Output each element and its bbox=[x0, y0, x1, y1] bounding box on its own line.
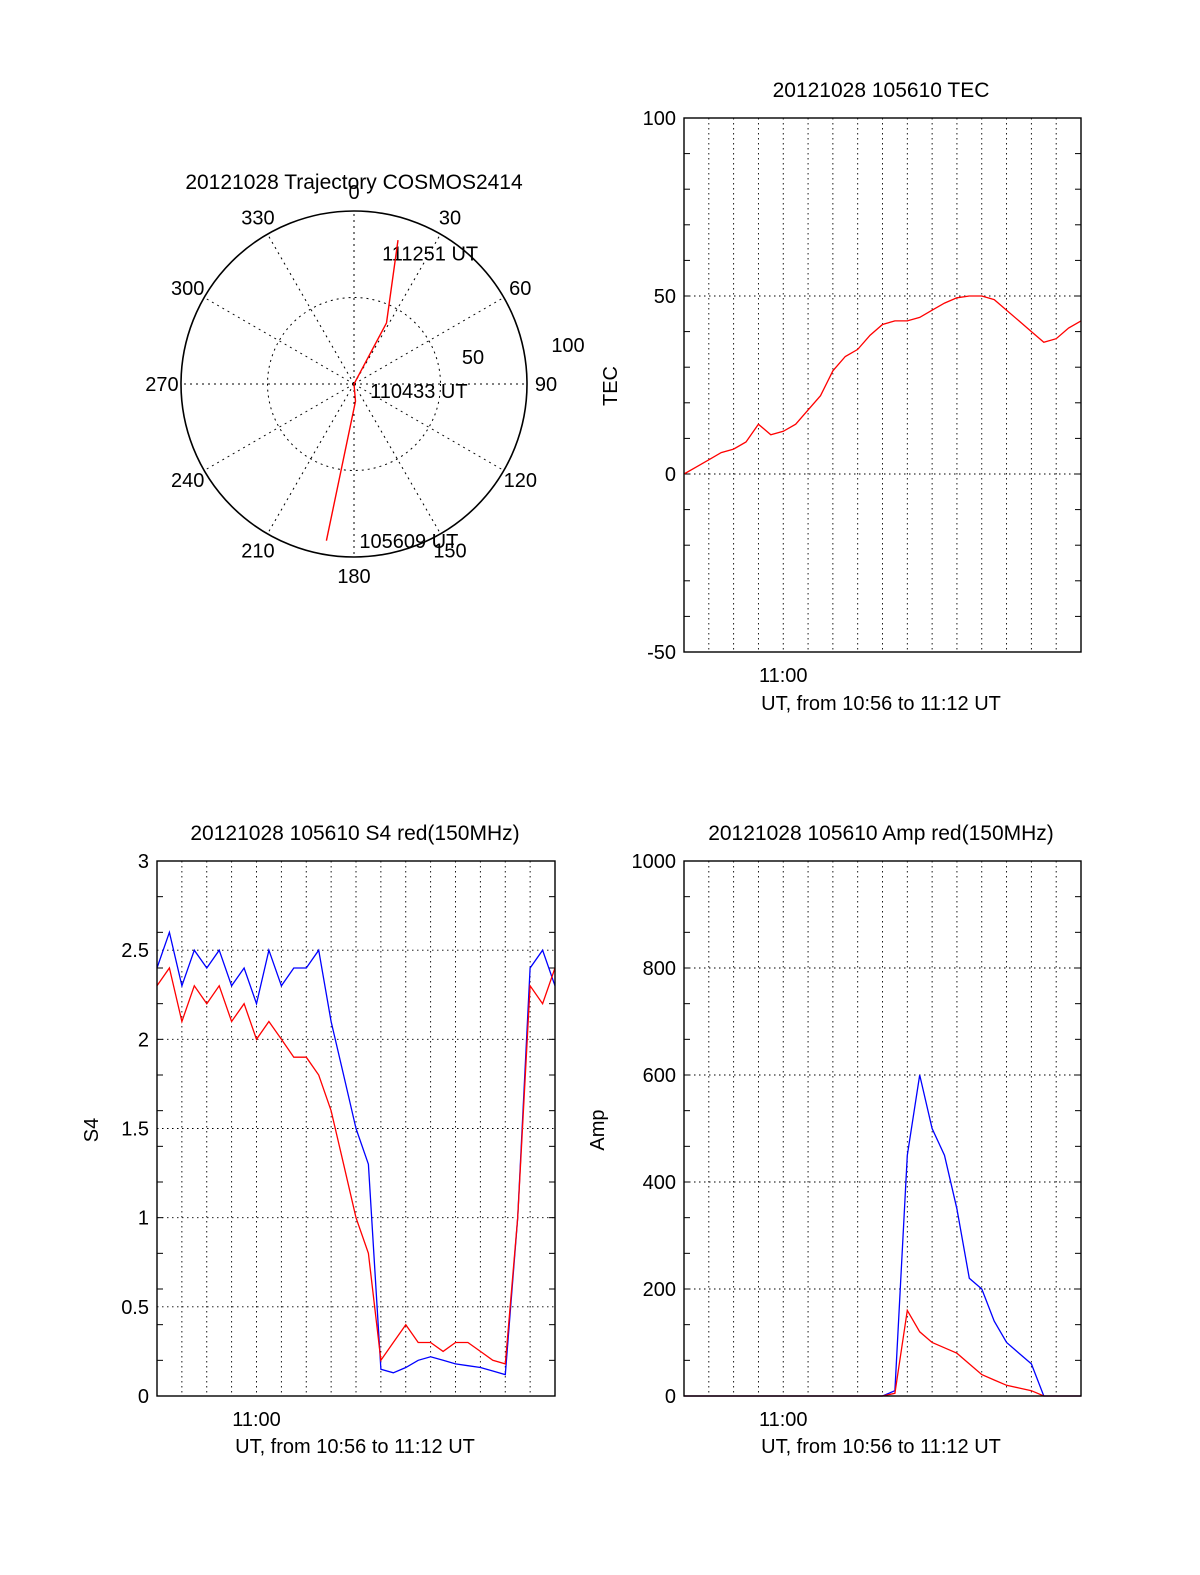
y-tick-label: -50 bbox=[647, 642, 676, 664]
tec-chart: 20121028 105610 TEC TEC UT, from 10:56 t… bbox=[600, 79, 1082, 715]
plot-frame bbox=[683, 117, 1082, 653]
polar-azimuth-label: 150 bbox=[433, 540, 466, 562]
polar-azimuth-label: 240 bbox=[171, 470, 204, 492]
polar-azimuth-label: 270 bbox=[145, 374, 178, 396]
y-tick-label: 0 bbox=[665, 464, 676, 486]
y-tick-label: 400 bbox=[643, 1172, 676, 1194]
polar-spoke bbox=[203, 297, 355, 385]
polar-spoke bbox=[353, 297, 505, 385]
polar-azimuth-label: 60 bbox=[509, 278, 531, 300]
y-tick-label: 800 bbox=[643, 958, 676, 980]
polar-time-annotation: 110433 UT bbox=[370, 381, 467, 403]
series-line bbox=[684, 1074, 1081, 1397]
polar-labels: 0 30 60 90 120 150 180 210 240 270 300 330 50 100 1112… bbox=[145, 182, 584, 588]
y-tick-label: 600 bbox=[643, 1065, 676, 1087]
polar-radial-label: 50 bbox=[462, 347, 484, 369]
polar-trajectory-line bbox=[325, 240, 399, 541]
tec-ylabel: TEC bbox=[600, 366, 622, 406]
y-tick-label: 3 bbox=[138, 851, 149, 873]
y-tick-label: 100 bbox=[643, 108, 676, 130]
plot-frame bbox=[683, 860, 1082, 1397]
y-tick-label: 1000 bbox=[632, 851, 677, 873]
series-line bbox=[684, 1308, 1081, 1397]
plot-frame bbox=[156, 860, 556, 1397]
y-tick-label: 2 bbox=[138, 1029, 149, 1051]
polar-inner-circle bbox=[267, 297, 441, 471]
y-tick-label: 1.5 bbox=[121, 1119, 149, 1141]
polar-radial-label: 100 bbox=[551, 335, 584, 357]
polar-spoke bbox=[203, 383, 355, 471]
s4-chart: 20121028 105610 S4 red(150MHz) S4 UT, fr… bbox=[81, 822, 556, 1458]
y-tick-label: 50 bbox=[654, 286, 676, 308]
amp-title: 20121028 105610 Amp red(150MHz) bbox=[708, 822, 1054, 845]
polar-trajectory-chart: 20121028 Trajectory COSMOS2414 0 30 60 90 12… bbox=[145, 171, 584, 588]
y-tick-label: 0.5 bbox=[121, 1297, 149, 1319]
polar-azimuth-label: 210 bbox=[241, 540, 274, 562]
polar-azimuth-label: 120 bbox=[504, 470, 537, 492]
polar-spoke bbox=[353, 383, 441, 535]
polar-time-annotation: 105609 UT bbox=[359, 531, 458, 553]
amp-chart: 20121028 105610 Amp red(150MHz) Amp UT, … bbox=[587, 822, 1082, 1458]
polar-spoke bbox=[353, 233, 441, 385]
polar-outer-circle bbox=[180, 210, 528, 558]
series-line bbox=[156, 929, 556, 1376]
y-tick-label: 2.5 bbox=[121, 940, 149, 962]
polar-spoke bbox=[353, 383, 505, 471]
amp-xlabel: UT, from 10:56 to 11:12 UT bbox=[761, 1436, 1001, 1458]
tec-xlabel: UT, from 10:56 to 11:12 UT bbox=[761, 693, 1001, 715]
polar-title: 20121028 Trajectory COSMOS2414 bbox=[185, 171, 523, 194]
s4-title: 20121028 105610 S4 red(150MHz) bbox=[190, 822, 519, 845]
y-tick-label: 200 bbox=[643, 1279, 676, 1301]
polar-spoke bbox=[267, 383, 355, 535]
x-tick-label: 11:00 bbox=[759, 665, 808, 687]
polar-time-annotation: 111251 UT bbox=[382, 243, 478, 265]
polar-azimuth-label: 300 bbox=[171, 278, 204, 300]
y-tick-label: 0 bbox=[665, 1386, 676, 1408]
s4-xlabel: UT, from 10:56 to 11:12 UT bbox=[235, 1436, 475, 1458]
polar-grid bbox=[180, 210, 528, 558]
y-tick-label: 0 bbox=[138, 1386, 149, 1408]
polar-series bbox=[325, 240, 399, 541]
polar-azimuth-label: 90 bbox=[535, 374, 557, 396]
s4-ylabel: S4 bbox=[81, 1118, 103, 1142]
y-tick-label: 1 bbox=[138, 1208, 149, 1230]
tec-title: 20121028 105610 TEC bbox=[773, 79, 990, 102]
amp-ylabel: Amp bbox=[587, 1109, 609, 1150]
series-line bbox=[156, 966, 556, 1365]
x-tick-label: 11:00 bbox=[759, 1409, 808, 1431]
polar-azimuth-label: 330 bbox=[241, 208, 274, 230]
polar-azimuth-label: 180 bbox=[337, 566, 370, 588]
series-line bbox=[683, 295, 1082, 475]
polar-azimuth-label: 30 bbox=[439, 208, 461, 230]
polar-spoke bbox=[267, 233, 355, 385]
x-tick-label: 11:00 bbox=[232, 1409, 281, 1431]
polar-azimuth-label: 0 bbox=[348, 182, 359, 204]
